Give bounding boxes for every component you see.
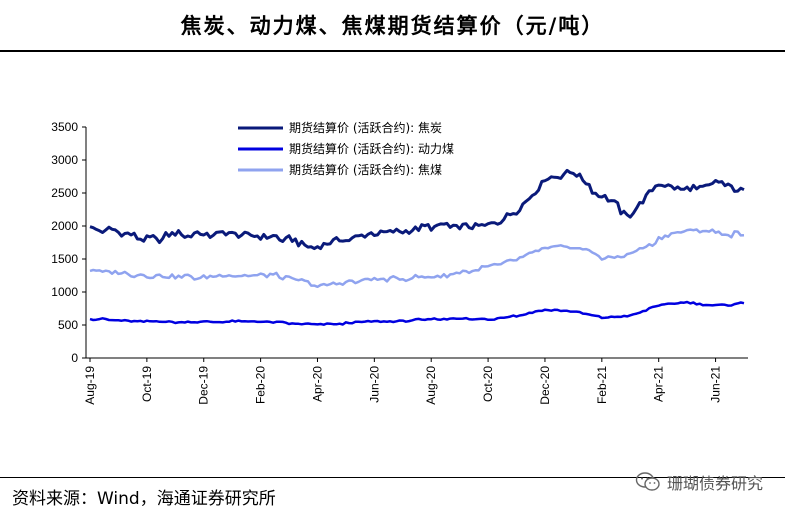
series-line-0: [89, 168, 745, 251]
x-tick-label: Aug-19: [83, 366, 97, 405]
legend-label: 期货结算价 (活跃合约): 焦炭: [289, 120, 442, 135]
y-tick-label: 0: [71, 351, 78, 365]
y-tick-label: 500: [58, 318, 78, 332]
x-tick-label: Apr-20: [310, 366, 324, 402]
y-tick-label: 1000: [51, 285, 78, 299]
chart-title-bar: 焦炭、动力煤、焦煤期货结算价（元/吨）: [0, 0, 785, 52]
x-tick-label: Feb-20: [254, 366, 268, 404]
series-line-2: [89, 228, 745, 289]
y-tick-label: 2000: [51, 219, 78, 233]
x-tick-label: Oct-20: [481, 366, 495, 402]
x-tick-label: Feb-21: [595, 366, 609, 404]
x-tick-label: Apr-21: [652, 366, 666, 402]
y-tick-label: 3500: [51, 120, 78, 134]
futures-price-chart: 0 500 1000 1500 2000 2500 3000 3500 Aug-19 Oct-19…: [51, 120, 748, 405]
legend-label: 期货结算价 (活跃合约): 焦煤: [289, 162, 442, 177]
series-line-1: [89, 300, 745, 326]
footer-divider: [0, 477, 785, 478]
chart-title: 焦炭、动力煤、焦煤期货结算价（元/吨）: [180, 14, 605, 38]
source-note: 资料来源：Wind，海通证券研究所: [12, 489, 276, 509]
watermark: 珊瑚债券研究: [635, 470, 763, 494]
y-tick-label: 3000: [51, 153, 78, 167]
y-tick-label: 1500: [51, 252, 78, 266]
y-tick-label: 2500: [51, 186, 78, 200]
legend-label: 期货结算价 (活跃合约): 动力煤: [289, 141, 454, 156]
x-tick-label: Oct-19: [140, 366, 154, 402]
x-tick-label: Dec-19: [197, 366, 211, 405]
x-tick-label: Dec-20: [538, 366, 552, 405]
x-tick-label: Jun-20: [367, 366, 381, 403]
watermark-text: 珊瑚债券研究: [666, 474, 763, 493]
wechat-icon: [635, 472, 660, 491]
x-tick-label: Aug-20: [424, 366, 438, 405]
x-tick-label: Jun-21: [709, 366, 723, 403]
